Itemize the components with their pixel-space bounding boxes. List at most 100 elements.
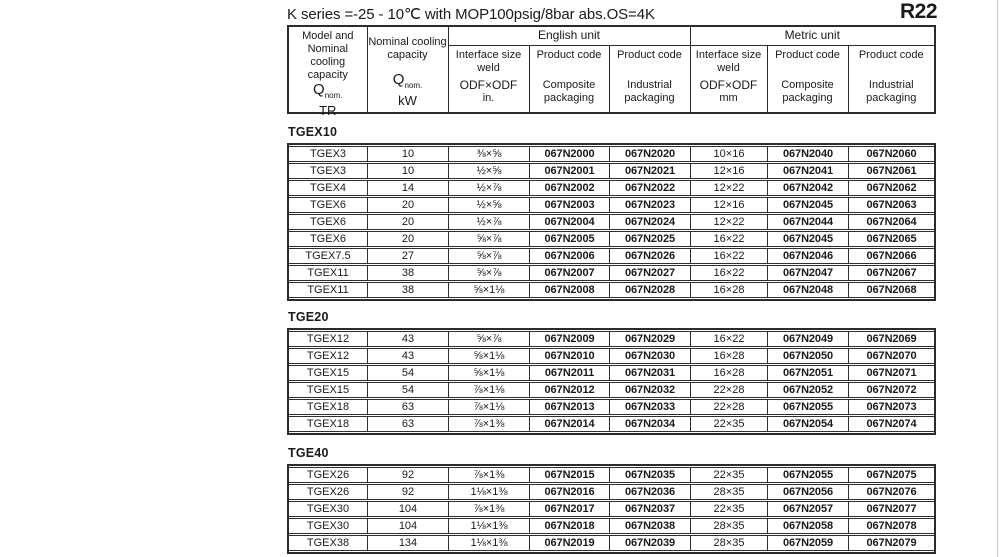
table-row: TGEX15 54 ⅞×1⅛ 067N2012 067N2032 22×28 067N205… bbox=[289, 382, 934, 398]
interface-in-cell: ⅞×1⅜ bbox=[449, 467, 530, 483]
code-eng-composite-cell: 067N2017 bbox=[530, 501, 610, 517]
model-cell: TGEX30 bbox=[289, 501, 368, 517]
header-met-industrial: Product code Industrial packaging bbox=[847, 44, 936, 114]
table-row: TGEX6 20 ½×⅞ 067N2004 067N2024 12×22 067N2044 0… bbox=[289, 214, 934, 230]
interface-mm-cell: 12×16 bbox=[691, 163, 768, 179]
code-eng-industrial-cell: 067N2038 bbox=[610, 518, 691, 534]
code-eng-industrial-cell: 067N2030 bbox=[610, 348, 691, 364]
code-eng-industrial-cell: 067N2025 bbox=[610, 231, 691, 247]
code-eng-industrial-cell: 067N2032 bbox=[610, 382, 691, 398]
capacity-kw-cell: 63 bbox=[368, 399, 449, 415]
capacity-kw-cell: 63 bbox=[368, 416, 449, 432]
capacity-kw-cell: 104 bbox=[368, 518, 449, 534]
interface-mm-cell: 22×28 bbox=[691, 382, 768, 398]
interface-mm-cell: 28×35 bbox=[691, 484, 768, 500]
code-met-industrial-cell: 067N2070 bbox=[849, 348, 934, 364]
model-cell: TGEX38 bbox=[289, 535, 368, 551]
model-cell: TGEX18 bbox=[289, 416, 368, 432]
code-met-composite-cell: 067N2046 bbox=[768, 248, 849, 264]
model-cell: TGEX18 bbox=[289, 399, 368, 415]
interface-in-cell: 1⅛×1⅜ bbox=[449, 535, 530, 551]
capacity-kw-cell: 20 bbox=[368, 197, 449, 213]
code-eng-composite-cell: 067N2005 bbox=[530, 231, 610, 247]
code-eng-industrial-cell: 067N2033 bbox=[610, 399, 691, 415]
capacity-kw-cell: 54 bbox=[368, 365, 449, 381]
code-met-composite-cell: 067N2042 bbox=[768, 180, 849, 196]
capacity-kw-cell: 134 bbox=[368, 535, 449, 551]
interface-in-cell: ⅝×1⅛ bbox=[449, 282, 530, 298]
interface-mm-cell: 22×35 bbox=[691, 416, 768, 432]
interface-mm-cell: 12×22 bbox=[691, 180, 768, 196]
interface-mm-cell: 10×16 bbox=[691, 146, 768, 162]
code-met-industrial-cell: 067N2073 bbox=[849, 399, 934, 415]
interface-mm-cell: 16×22 bbox=[691, 265, 768, 281]
table-row: TGEX11 38 ⅝×1⅛ 067N2008 067N2028 16×28 067N204… bbox=[289, 282, 934, 298]
capacity-kw-cell: 10 bbox=[368, 146, 449, 162]
capacity-kw-cell: 92 bbox=[368, 484, 449, 500]
capacity-kw-cell: 43 bbox=[368, 348, 449, 364]
code-eng-composite-cell: 067N2015 bbox=[530, 467, 610, 483]
model-cell: TGEX15 bbox=[289, 382, 368, 398]
interface-in-cell: ⅝×1⅛ bbox=[449, 348, 530, 364]
code-eng-composite-cell: 067N2000 bbox=[530, 146, 610, 162]
code-eng-industrial-cell: 067N2039 bbox=[610, 535, 691, 551]
capacity-kw-cell: 104 bbox=[368, 501, 449, 517]
interface-in-cell: ½×⅝ bbox=[449, 163, 530, 179]
code-met-industrial-cell: 067N2075 bbox=[849, 467, 934, 483]
interface-mm-cell: 28×35 bbox=[691, 535, 768, 551]
table-row: TGEX3 10 ⅜×⅝ 067N2000 067N2020 10×16 067N2040 0… bbox=[289, 146, 934, 162]
table-row: TGEX7.5 27 ⅝×⅞ 067N2006 067N2026 16×22 067N204… bbox=[289, 248, 934, 264]
code-eng-composite-cell: 067N2016 bbox=[530, 484, 610, 500]
header-capacity-unit: Qnom. kW bbox=[392, 71, 423, 108]
code-eng-composite-cell: 067N2019 bbox=[530, 535, 610, 551]
code-eng-composite-cell: 067N2008 bbox=[530, 282, 610, 298]
capacity-kw-cell: 10 bbox=[368, 163, 449, 179]
code-met-composite-cell: 067N2045 bbox=[768, 231, 849, 247]
interface-mm-cell: 22×28 bbox=[691, 399, 768, 415]
code-met-industrial-cell: 067N2061 bbox=[849, 163, 934, 179]
code-met-composite-cell: 067N2055 bbox=[768, 399, 849, 415]
code-eng-composite-cell: 067N2001 bbox=[530, 163, 610, 179]
code-met-industrial-cell: 067N2065 bbox=[849, 231, 934, 247]
interface-in-cell: 1⅛×1⅜ bbox=[449, 484, 530, 500]
code-eng-composite-cell: 067N2002 bbox=[530, 180, 610, 196]
table-row: TGEX18 63 ⅞×1⅛ 067N2013 067N2033 22×28 067N205… bbox=[289, 399, 934, 415]
model-cell: TGEX3 bbox=[289, 163, 368, 179]
model-cell: TGEX7.5 bbox=[289, 248, 368, 264]
table-row: TGEX4 14 ½×⅞ 067N2002 067N2022 12×22 067N2042 0… bbox=[289, 180, 934, 196]
interface-in-cell: ⅝×⅞ bbox=[449, 248, 530, 264]
table-row: TGEX26 92 1⅛×1⅜ 067N2016 067N2036 28×35 067N20… bbox=[289, 484, 934, 500]
interface-mm-cell: 16×22 bbox=[691, 248, 768, 264]
code-eng-industrial-cell: 067N2024 bbox=[610, 214, 691, 230]
interface-mm-cell: 16×28 bbox=[691, 365, 768, 381]
interface-in-cell: ⅜×⅝ bbox=[449, 146, 530, 162]
interface-in-cell: ⅞×1⅛ bbox=[449, 382, 530, 398]
code-met-industrial-cell: 067N2062 bbox=[849, 180, 934, 196]
model-cell: TGEX6 bbox=[289, 197, 368, 213]
code-eng-industrial-cell: 067N2026 bbox=[610, 248, 691, 264]
tge40-table: TGEX26 92 ⅞×1⅜ 067N2015 067N2035 22×35 067N205… bbox=[287, 464, 936, 554]
title-bar: K series =-25 - 10℃ with MOP100psig/8bar… bbox=[287, 0, 938, 24]
model-cell: TGEX4 bbox=[289, 180, 368, 196]
capacity-kw-cell: 43 bbox=[368, 331, 449, 347]
code-met-composite-cell: 067N2050 bbox=[768, 348, 849, 364]
code-eng-composite-cell: 067N2018 bbox=[530, 518, 610, 534]
header-capacity-text: Nominal cooling capacity bbox=[368, 36, 447, 61]
code-eng-industrial-cell: 067N2035 bbox=[610, 467, 691, 483]
code-eng-industrial-cell: 067N2037 bbox=[610, 501, 691, 517]
code-eng-industrial-cell: 067N2020 bbox=[610, 146, 691, 162]
interface-mm-cell: 28×35 bbox=[691, 518, 768, 534]
code-met-industrial-cell: 067N2077 bbox=[849, 501, 934, 517]
code-met-industrial-cell: 067N2063 bbox=[849, 197, 934, 213]
code-met-composite-cell: 067N2059 bbox=[768, 535, 849, 551]
header-eng-interface: Interface size weld ODF×ODF in. bbox=[447, 44, 530, 114]
table-row: TGEX30 104 ⅞×1⅜ 067N2017 067N2037 22×35 067N20… bbox=[289, 501, 934, 517]
code-met-composite-cell: 067N2041 bbox=[768, 163, 849, 179]
table-row: TGEX12 43 ⅝×1⅛ 067N2010 067N2030 16×28 067N205… bbox=[289, 348, 934, 364]
code-eng-composite-cell: 067N2012 bbox=[530, 382, 610, 398]
table-row: TGEX11 38 ⅝×⅞ 067N2007 067N2027 16×22 067N2047… bbox=[289, 265, 934, 281]
model-cell: TGEX11 bbox=[289, 265, 368, 281]
code-met-composite-cell: 067N2051 bbox=[768, 365, 849, 381]
interface-mm-cell: 22×35 bbox=[691, 467, 768, 483]
code-met-composite-cell: 067N2058 bbox=[768, 518, 849, 534]
